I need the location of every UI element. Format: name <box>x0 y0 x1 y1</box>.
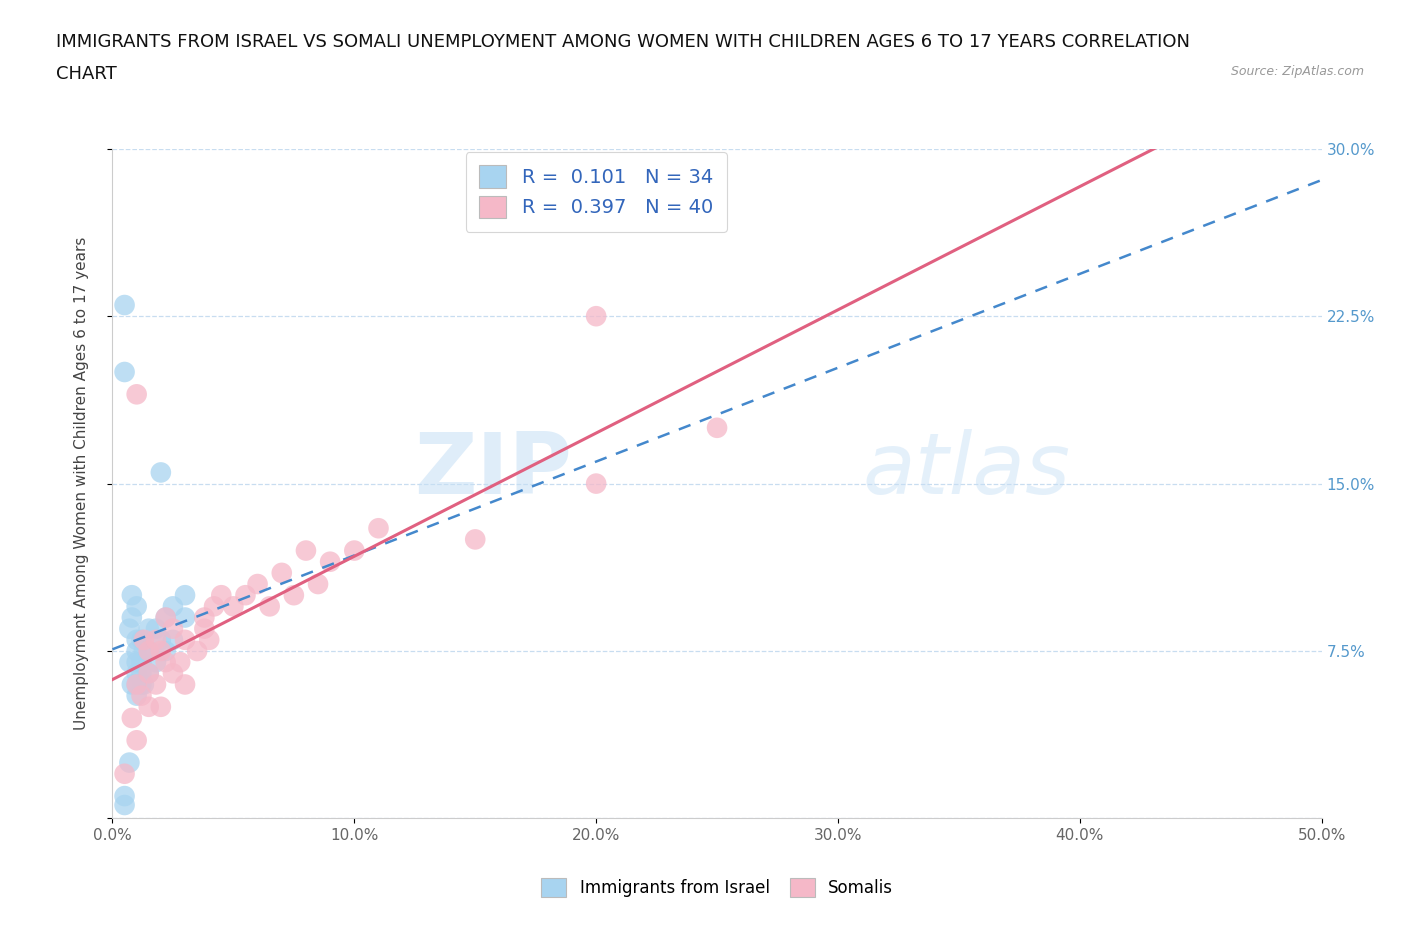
Point <box>198 632 221 647</box>
Point <box>138 666 160 681</box>
Point <box>118 621 141 636</box>
Point <box>114 298 136 312</box>
Point <box>162 621 184 636</box>
Point <box>343 543 366 558</box>
Text: Source: ZipAtlas.com: Source: ZipAtlas.com <box>1230 65 1364 78</box>
Point <box>125 666 148 681</box>
Point <box>118 655 141 670</box>
Point <box>295 543 318 558</box>
Point <box>202 599 225 614</box>
Point <box>162 666 184 681</box>
Point <box>138 666 160 681</box>
Point <box>138 644 160 658</box>
Point <box>307 577 329 591</box>
Point <box>138 644 160 658</box>
Point <box>114 766 136 781</box>
Point <box>125 677 148 692</box>
Point <box>259 599 281 614</box>
Point <box>464 532 486 547</box>
Point <box>125 599 148 614</box>
Point <box>155 655 177 670</box>
Point <box>283 588 305 603</box>
Point <box>121 711 143 725</box>
Y-axis label: Unemployment Among Women with Children Ages 6 to 17 years: Unemployment Among Women with Children A… <box>75 237 89 730</box>
Point <box>138 699 160 714</box>
Point <box>174 632 197 647</box>
Text: ZIP: ZIP <box>415 429 572 512</box>
Point <box>169 655 191 670</box>
Point <box>149 699 172 714</box>
Point <box>125 688 148 703</box>
Point <box>125 677 148 692</box>
Point <box>121 610 143 625</box>
Point <box>706 420 728 435</box>
Point <box>149 632 172 647</box>
Point <box>193 610 215 625</box>
Point <box>155 610 177 625</box>
Point <box>174 610 197 625</box>
Point <box>121 677 143 692</box>
Point <box>155 644 177 658</box>
Point <box>131 666 153 681</box>
Point <box>118 755 141 770</box>
Point <box>138 621 160 636</box>
Point <box>186 644 208 658</box>
Point <box>246 577 269 591</box>
Point <box>149 465 172 480</box>
Point <box>155 610 177 625</box>
Point <box>131 677 153 692</box>
Point <box>174 677 197 692</box>
Point <box>145 655 167 670</box>
Point <box>222 599 245 614</box>
Point <box>132 632 155 647</box>
Point <box>131 632 153 647</box>
Point <box>125 387 148 402</box>
Point <box>235 588 257 603</box>
Point <box>145 677 167 692</box>
Point <box>585 309 607 324</box>
Point <box>193 621 215 636</box>
Point <box>125 644 148 658</box>
Text: atlas: atlas <box>862 429 1070 512</box>
Point <box>162 632 184 647</box>
Point <box>367 521 389 536</box>
Point <box>319 554 342 569</box>
Point <box>131 688 153 703</box>
Point <box>132 644 155 658</box>
Point <box>114 789 136 804</box>
Text: CHART: CHART <box>56 65 117 83</box>
Point <box>114 798 136 813</box>
Point <box>162 599 184 614</box>
Point <box>174 588 197 603</box>
Point <box>585 476 607 491</box>
Point <box>114 365 136 379</box>
Point <box>270 565 292 580</box>
Point <box>125 733 148 748</box>
Point <box>132 677 155 692</box>
Point <box>131 655 153 670</box>
Point <box>145 621 167 636</box>
Legend: Immigrants from Israel, Somalis: Immigrants from Israel, Somalis <box>534 871 900 904</box>
Point <box>149 644 172 658</box>
Text: IMMIGRANTS FROM ISRAEL VS SOMALI UNEMPLOYMENT AMONG WOMEN WITH CHILDREN AGES 6 T: IMMIGRANTS FROM ISRAEL VS SOMALI UNEMPLO… <box>56 33 1191 50</box>
Point <box>209 588 232 603</box>
Point <box>125 632 148 647</box>
Point <box>145 632 167 647</box>
Point <box>121 588 143 603</box>
Point <box>125 655 148 670</box>
